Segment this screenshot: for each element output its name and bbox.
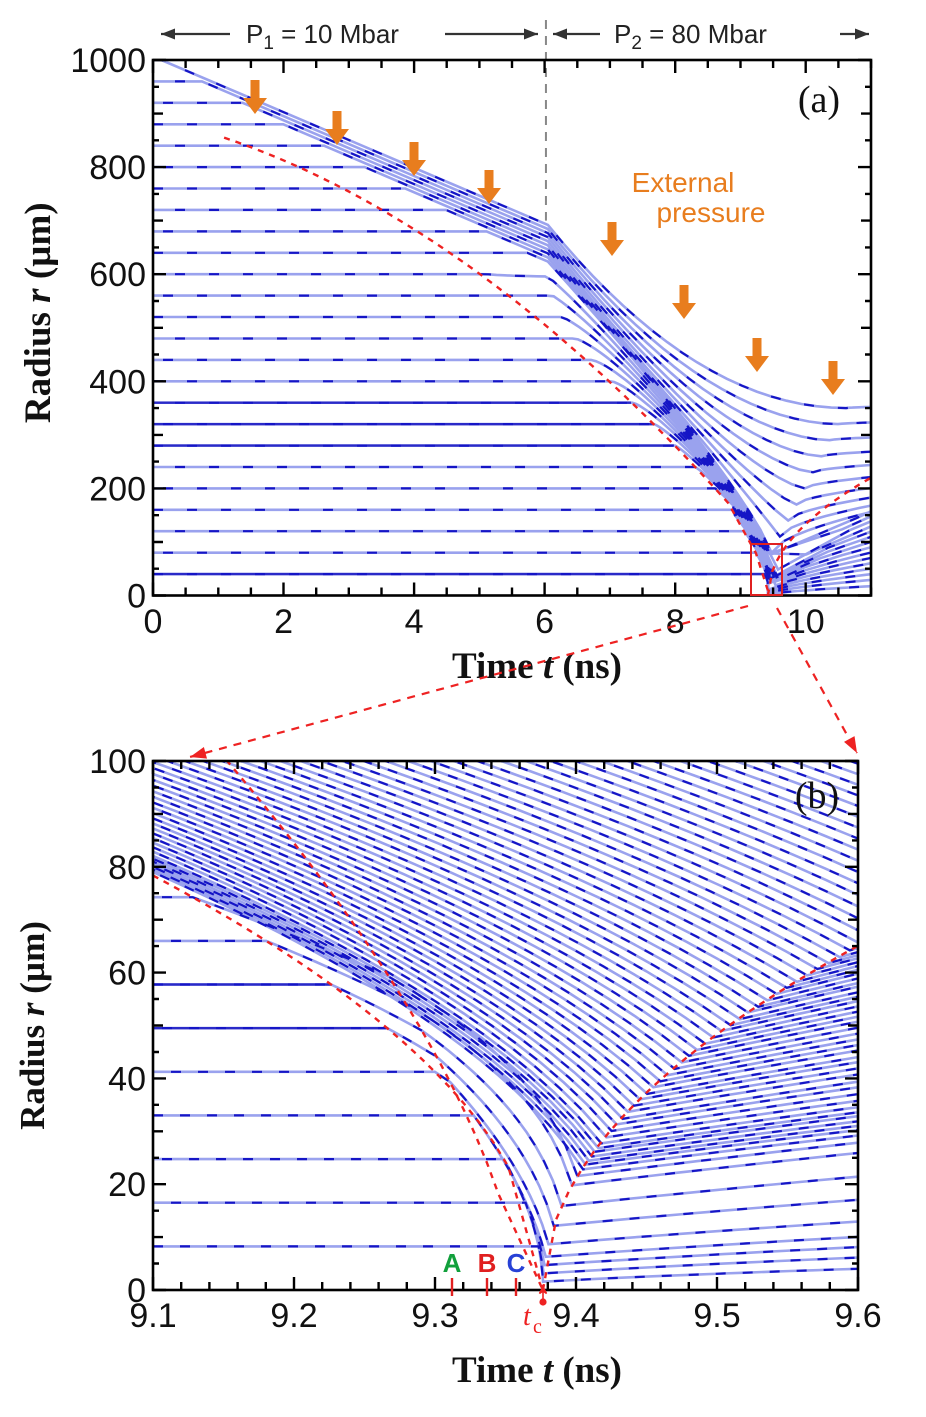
svg-text:100: 100 bbox=[89, 743, 146, 781]
svg-text:6: 6 bbox=[535, 603, 554, 641]
svg-text:9.1: 9.1 bbox=[129, 1297, 176, 1335]
svg-text:Time t (ns): Time t (ns) bbox=[452, 646, 622, 687]
svg-text:1000: 1000 bbox=[70, 42, 146, 80]
svg-text:pressure: pressure bbox=[657, 197, 766, 228]
svg-text:Time t (ns): Time t (ns) bbox=[452, 1350, 622, 1391]
svg-text:200: 200 bbox=[89, 470, 146, 508]
svg-text:B: B bbox=[478, 1248, 497, 1278]
svg-text:800: 800 bbox=[89, 149, 146, 187]
svg-text:9.6: 9.6 bbox=[834, 1297, 881, 1335]
svg-text:9.3: 9.3 bbox=[411, 1297, 458, 1335]
svg-text:9.4: 9.4 bbox=[552, 1297, 599, 1335]
svg-text:0: 0 bbox=[144, 603, 163, 641]
svg-text:2: 2 bbox=[274, 603, 293, 641]
svg-text:60: 60 bbox=[108, 955, 146, 993]
svg-text:40: 40 bbox=[108, 1060, 146, 1098]
svg-text:8: 8 bbox=[666, 603, 685, 641]
svg-text:(a): (a) bbox=[798, 79, 840, 121]
svg-text:600: 600 bbox=[89, 256, 146, 294]
svg-text:10: 10 bbox=[787, 603, 825, 641]
svg-text:4: 4 bbox=[405, 603, 424, 641]
svg-text:400: 400 bbox=[89, 363, 146, 401]
svg-text:9.2: 9.2 bbox=[270, 1297, 317, 1335]
svg-text:c: c bbox=[533, 1316, 542, 1338]
svg-text:0: 0 bbox=[127, 1272, 146, 1310]
svg-text:C: C bbox=[507, 1248, 526, 1278]
svg-text:9.5: 9.5 bbox=[693, 1297, 740, 1335]
svg-text:t: t bbox=[523, 1301, 532, 1332]
svg-text:Radius r (µm): Radius r (µm) bbox=[13, 921, 52, 1130]
svg-text:(b): (b) bbox=[795, 775, 839, 817]
svg-text:External: External bbox=[632, 167, 735, 198]
svg-text:A: A bbox=[443, 1248, 462, 1278]
svg-text:Radius r (µm): Radius r (µm) bbox=[18, 202, 59, 423]
svg-text:0: 0 bbox=[127, 578, 146, 616]
svg-text:80: 80 bbox=[108, 849, 146, 887]
svg-text:20: 20 bbox=[108, 1166, 146, 1204]
